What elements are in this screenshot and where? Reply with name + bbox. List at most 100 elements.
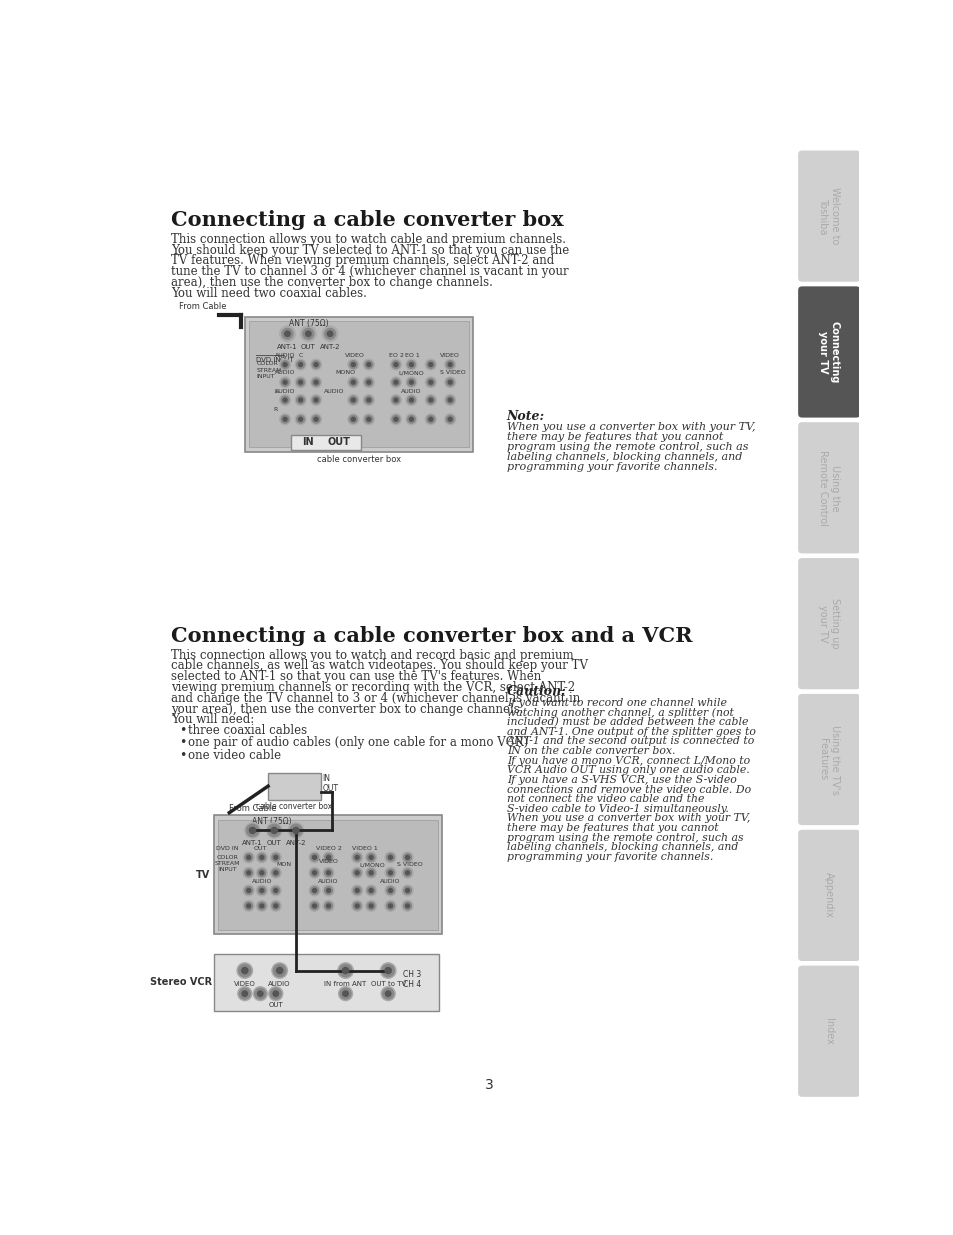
Text: labeling channels, blocking channels, and: labeling channels, blocking channels, an… bbox=[506, 452, 741, 462]
Circle shape bbox=[281, 378, 289, 387]
Circle shape bbox=[272, 853, 279, 861]
Circle shape bbox=[363, 395, 374, 405]
Circle shape bbox=[309, 852, 319, 863]
Circle shape bbox=[259, 856, 264, 860]
Circle shape bbox=[309, 900, 319, 911]
Text: DVD IN: DVD IN bbox=[256, 357, 281, 363]
Circle shape bbox=[381, 965, 394, 977]
Circle shape bbox=[340, 988, 351, 999]
Circle shape bbox=[305, 331, 311, 336]
Circle shape bbox=[290, 824, 302, 836]
Circle shape bbox=[402, 852, 413, 863]
Text: IN from ANT: IN from ANT bbox=[324, 981, 366, 987]
Text: If you have a S-VHS VCR, use the S-video: If you have a S-VHS VCR, use the S-video bbox=[506, 776, 736, 785]
Circle shape bbox=[405, 888, 409, 893]
Circle shape bbox=[348, 359, 358, 370]
Circle shape bbox=[429, 363, 433, 367]
Circle shape bbox=[269, 987, 282, 1000]
Text: ANT-1: ANT-1 bbox=[276, 343, 297, 350]
Circle shape bbox=[353, 853, 360, 861]
Text: If you want to record one channel while: If you want to record one channel while bbox=[506, 698, 726, 708]
Circle shape bbox=[257, 887, 266, 894]
Text: EO 1: EO 1 bbox=[404, 353, 419, 358]
Circle shape bbox=[324, 869, 332, 877]
Text: This connection allows you to watch cable and premium channels.: This connection allows you to watch cabl… bbox=[171, 233, 565, 246]
Circle shape bbox=[385, 867, 395, 878]
Text: VIDEO: VIDEO bbox=[233, 981, 255, 987]
Circle shape bbox=[323, 852, 334, 863]
Circle shape bbox=[314, 417, 317, 421]
Text: cable channels, as well as watch videotapes. You should keep your TV: cable channels, as well as watch videota… bbox=[171, 659, 588, 673]
Circle shape bbox=[348, 377, 358, 388]
Circle shape bbox=[392, 415, 399, 424]
Circle shape bbox=[390, 377, 401, 388]
Circle shape bbox=[365, 396, 373, 404]
Text: This connection allows you to watch and record basic and premium: This connection allows you to watch and … bbox=[171, 648, 573, 662]
Circle shape bbox=[322, 326, 337, 341]
Text: L/MONO: L/MONO bbox=[359, 862, 385, 867]
Text: OUT: OUT bbox=[300, 343, 315, 350]
Circle shape bbox=[351, 417, 355, 421]
Circle shape bbox=[342, 967, 348, 973]
Text: IN on the cable converter box.: IN on the cable converter box. bbox=[506, 746, 675, 756]
Text: connections and remove the video cable. Do: connections and remove the video cable. … bbox=[506, 784, 750, 794]
Circle shape bbox=[247, 871, 251, 874]
Text: Welcome to
Toshiba: Welcome to Toshiba bbox=[818, 188, 839, 245]
Text: AUDIO: AUDIO bbox=[274, 389, 295, 394]
Circle shape bbox=[273, 990, 278, 997]
Text: From Cable: From Cable bbox=[229, 804, 276, 813]
Circle shape bbox=[392, 361, 399, 368]
Text: AUDIO: AUDIO bbox=[274, 353, 295, 358]
Circle shape bbox=[425, 414, 436, 425]
Circle shape bbox=[272, 869, 279, 877]
Circle shape bbox=[353, 869, 360, 877]
Circle shape bbox=[427, 361, 435, 368]
Text: OUT: OUT bbox=[267, 840, 281, 846]
Circle shape bbox=[327, 331, 333, 336]
Circle shape bbox=[259, 888, 264, 893]
Text: You will need:: You will need: bbox=[171, 714, 254, 726]
Text: L/MONO: L/MONO bbox=[398, 370, 424, 375]
Circle shape bbox=[367, 853, 375, 861]
Text: MONO: MONO bbox=[335, 370, 355, 375]
Circle shape bbox=[385, 852, 395, 863]
Text: not connect the video cable and the: not connect the video cable and the bbox=[506, 794, 703, 804]
Text: COLOR: COLOR bbox=[256, 362, 278, 367]
Circle shape bbox=[349, 415, 356, 424]
Circle shape bbox=[342, 990, 348, 997]
Circle shape bbox=[296, 361, 304, 368]
Circle shape bbox=[274, 888, 277, 893]
Circle shape bbox=[392, 396, 399, 404]
Circle shape bbox=[405, 871, 409, 874]
Text: INPUT: INPUT bbox=[218, 867, 236, 872]
Text: COLOR: COLOR bbox=[216, 855, 238, 860]
Circle shape bbox=[367, 417, 371, 421]
Text: INPUT: INPUT bbox=[256, 374, 274, 379]
Circle shape bbox=[323, 885, 334, 895]
Circle shape bbox=[326, 904, 330, 908]
Text: VIDEO: VIDEO bbox=[345, 353, 364, 358]
Circle shape bbox=[256, 900, 267, 911]
Circle shape bbox=[365, 885, 376, 895]
Circle shape bbox=[294, 395, 306, 405]
Text: ANT-2: ANT-2 bbox=[285, 840, 306, 846]
Circle shape bbox=[294, 377, 306, 388]
Circle shape bbox=[365, 852, 376, 863]
FancyBboxPatch shape bbox=[798, 694, 860, 825]
Circle shape bbox=[293, 827, 298, 834]
Circle shape bbox=[406, 359, 416, 370]
Circle shape bbox=[312, 396, 319, 404]
Bar bbox=[249, 321, 468, 447]
Circle shape bbox=[303, 329, 314, 340]
Circle shape bbox=[298, 398, 302, 401]
Circle shape bbox=[311, 414, 321, 425]
Text: VIDEO 1: VIDEO 1 bbox=[352, 846, 377, 851]
Circle shape bbox=[270, 867, 281, 878]
Text: cable converter box: cable converter box bbox=[256, 802, 332, 811]
Text: OUT: OUT bbox=[280, 357, 294, 363]
Circle shape bbox=[274, 904, 277, 908]
Text: your area), then use the converter box to change channels.: your area), then use the converter box t… bbox=[171, 703, 523, 715]
Text: Stereo VCR: Stereo VCR bbox=[150, 977, 212, 988]
Text: S-video cable to Video-1 simultaneously.: S-video cable to Video-1 simultaneously. bbox=[506, 804, 728, 814]
Text: cable converter box: cable converter box bbox=[316, 456, 401, 464]
